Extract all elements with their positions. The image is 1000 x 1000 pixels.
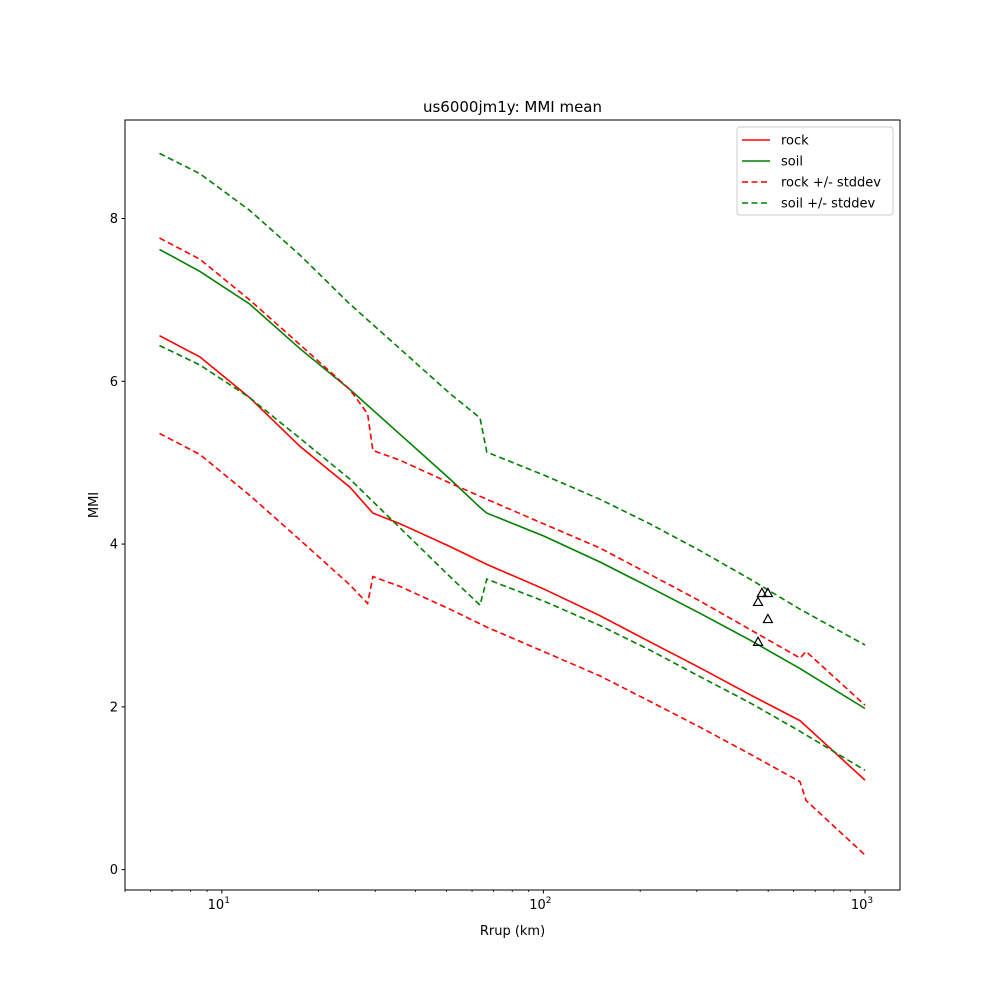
x-tick-label: 102 <box>529 896 551 913</box>
series-line-soil-1 <box>159 248 866 710</box>
y-tick-label: 8 <box>110 212 118 227</box>
plot-area <box>159 152 866 856</box>
series-line-soil-stddev-5 <box>159 344 866 771</box>
y-tick-label: 4 <box>110 538 118 553</box>
y-axis-label: MMI <box>87 492 102 518</box>
legend-box <box>736 126 894 216</box>
observation-marker <box>762 587 774 598</box>
observation-marker <box>756 587 768 598</box>
y-tick-label: 2 <box>110 700 118 715</box>
chart-title: us6000jm1y: MMI mean <box>423 98 602 116</box>
x-tick-label: 101 <box>208 896 230 913</box>
series-line-rock-0 <box>159 334 866 781</box>
legend-label: soil <box>781 155 803 170</box>
axis-ticks: 0 2 4 6 8 101 102 103 <box>110 212 873 913</box>
y-tick-label: 0 <box>110 863 118 878</box>
legend-label: rock +/- stddev <box>781 176 881 191</box>
observation-marker <box>752 636 764 646</box>
series-line-soil-stddev-4 <box>159 152 866 646</box>
legend-label: rock <box>781 134 809 149</box>
observation-marker <box>762 613 774 624</box>
series-line-rock-stddev-2 <box>159 237 866 706</box>
axes-frame <box>124 119 901 891</box>
y-tick-label: 6 <box>110 375 118 390</box>
x-axis-label: Rrup (km) <box>480 924 545 939</box>
legend: rock soil rock +/- stddev soil +/- stddev <box>736 126 894 216</box>
legend-label: soil +/- stddev <box>781 197 876 212</box>
series-line-rock-stddev-3 <box>159 432 866 856</box>
observation-marker <box>752 596 764 607</box>
x-tick-label: 103 <box>851 896 873 913</box>
